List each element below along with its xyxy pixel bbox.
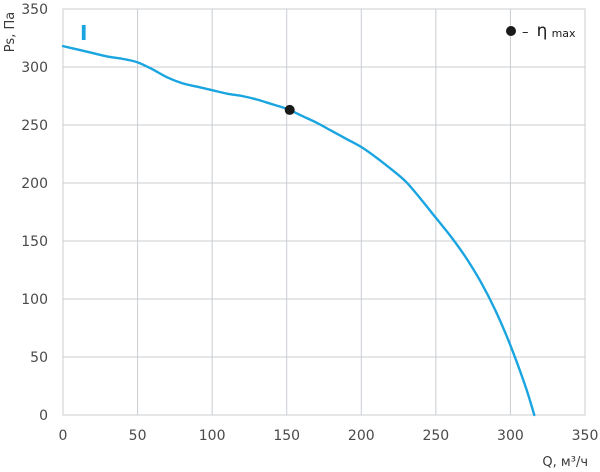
x-tick-label: 150 [273, 428, 300, 444]
y-tick-label: 200 [21, 176, 48, 192]
y-tick-label: 100 [21, 292, 48, 308]
legend: – η max [506, 21, 576, 41]
y-tick-label: 0 [39, 408, 48, 424]
x-axis-label: Q, м³/ч [542, 455, 588, 470]
legend-label: – η max [522, 21, 576, 41]
y-tick-label: 150 [21, 234, 48, 250]
plot-frame [62, 8, 586, 416]
y-tick-label: 300 [21, 60, 48, 76]
x-tick-label: 200 [348, 428, 375, 444]
x-tick-label: 0 [59, 428, 68, 444]
grid [62, 8, 586, 416]
x-tick-label: 250 [422, 428, 449, 444]
legend-symbol: η [537, 21, 548, 41]
marker-layer [284, 104, 295, 115]
x-tick-label: 350 [572, 428, 599, 444]
y-axis-label: Ps, Па [3, 12, 18, 52]
x-tick-label: 50 [129, 428, 147, 444]
x-tick-label: 100 [199, 428, 226, 444]
curve-label: I [80, 21, 87, 45]
y-tick-label: 250 [21, 118, 48, 134]
legend-subscript: max [552, 27, 576, 40]
tick-labels: 0 50 100 150 200 250 300 350 0 50 100 150 200 250 300 3… [21, 2, 598, 444]
legend-prefix: – [522, 25, 529, 40]
x-tick-label: 300 [497, 428, 524, 444]
series-line [61, 44, 536, 417]
series-layer [61, 44, 536, 417]
y-tick-label: 50 [30, 350, 48, 366]
legend-marker [506, 26, 516, 36]
y-tick-label: 350 [21, 2, 48, 18]
eta-max-point [284, 104, 295, 115]
